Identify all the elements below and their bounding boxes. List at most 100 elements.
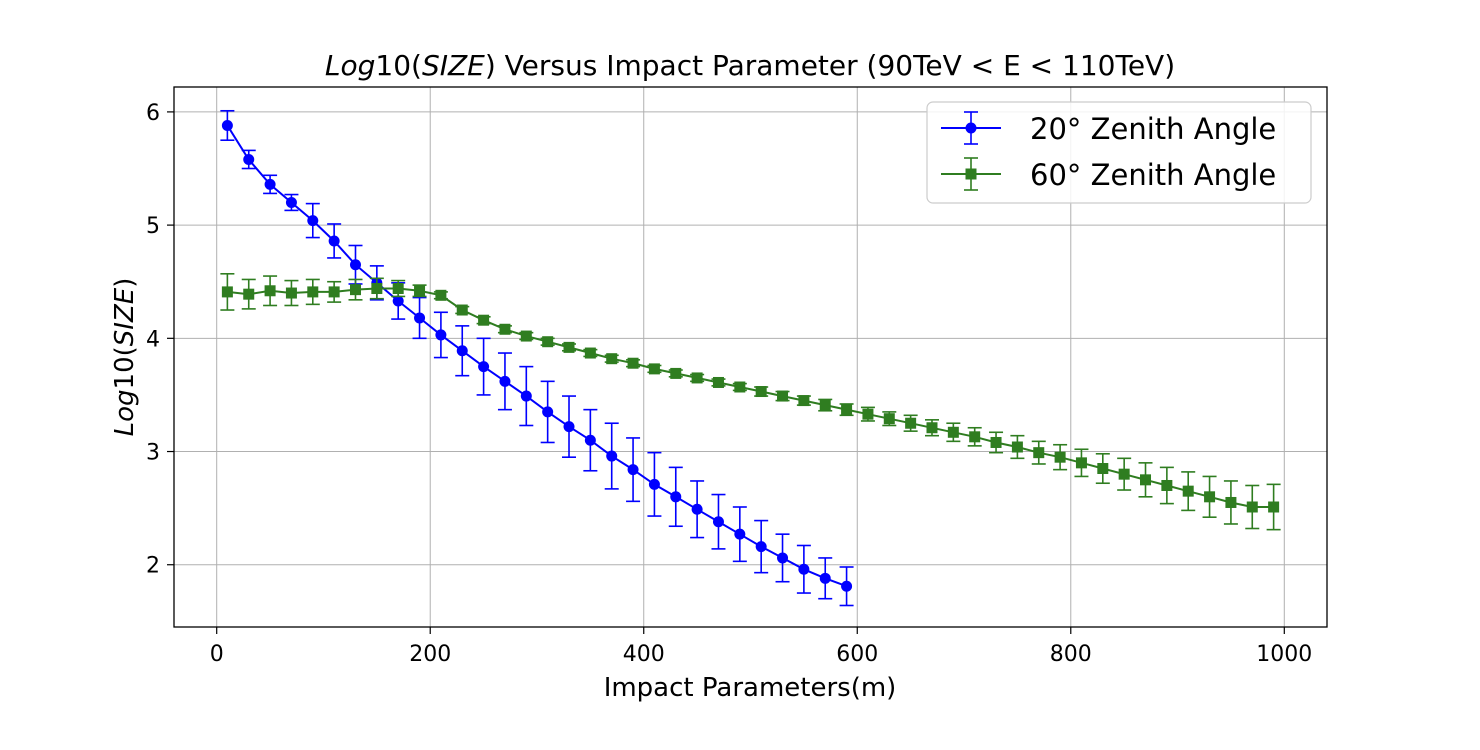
data-point [499, 323, 511, 335]
x-tick-label: 600 [836, 642, 878, 667]
data-point [883, 413, 895, 425]
data-point [435, 329, 447, 341]
data-point [1011, 441, 1023, 453]
data-point [1118, 468, 1130, 480]
y-tick-label: 2 [146, 554, 160, 579]
data-point [328, 286, 340, 298]
data-point [371, 283, 383, 295]
data-point [712, 516, 724, 528]
legend-entry-60-zenith [941, 157, 1001, 191]
data-point [264, 178, 276, 190]
legend-marker [965, 122, 977, 134]
data-point [627, 464, 639, 476]
data-point [755, 541, 767, 553]
data-point [862, 408, 874, 420]
data-point [777, 390, 789, 402]
data-point [349, 284, 361, 296]
data-point [563, 421, 575, 433]
data-point [307, 286, 319, 298]
y-tick-label: 5 [146, 214, 160, 239]
data-point [435, 289, 447, 301]
data-point [691, 503, 703, 515]
data-point [777, 552, 789, 564]
data-point [264, 285, 276, 297]
data-point [712, 376, 724, 388]
data-point [947, 426, 959, 438]
data-point [798, 563, 810, 575]
plot-area-frame [173, 86, 1328, 628]
data-point [1054, 451, 1066, 463]
x-tick-label: 0 [210, 642, 224, 667]
data-point [520, 390, 532, 402]
data-point [670, 491, 682, 503]
data-point [221, 286, 233, 298]
data-point [307, 215, 319, 227]
data-point [734, 528, 746, 540]
legend: 20° Zenith Angle 60° Zenith Angle [926, 101, 1312, 204]
data-point [1140, 474, 1152, 486]
series-line [226, 124, 847, 588]
x-tick-label: 200 [409, 642, 451, 667]
y-axis-label: Log10(SIZE) [110, 278, 140, 437]
data-point [1097, 463, 1109, 475]
data-point [349, 259, 361, 271]
data-point [285, 196, 297, 208]
legend-marker [965, 168, 977, 180]
data-point [648, 363, 660, 375]
y-tick-label: 4 [146, 327, 160, 352]
data-point [969, 431, 981, 443]
data-point [670, 367, 682, 379]
data-point [819, 399, 831, 411]
data-point [648, 478, 660, 490]
y-tick-label: 6 [146, 101, 160, 126]
data-point [456, 304, 468, 316]
plot-series [220, 109, 1281, 607]
data-point [478, 361, 490, 373]
series-20-zenith [220, 109, 854, 607]
data-point [1033, 447, 1045, 459]
data-point [478, 314, 490, 326]
data-point [734, 381, 746, 393]
data-point [990, 436, 1002, 448]
data-point [1268, 501, 1280, 513]
data-point [456, 345, 468, 357]
data-point [1161, 479, 1173, 491]
data-point [414, 312, 426, 324]
data-point [926, 422, 938, 434]
x-tick-label: 1000 [1256, 642, 1312, 667]
data-point [520, 330, 532, 342]
legend-box [926, 101, 1312, 204]
data-point [1225, 496, 1237, 508]
legend-label-20-zenith: 20° Zenith Angle [1030, 112, 1276, 146]
legend-entry-20-zenith [941, 111, 1001, 145]
axis-ticks: 0 200 400 600 800 1000 2 3 4 5 6 [146, 101, 1312, 667]
series-line [227, 287, 1274, 508]
chart-title: Log10(SIZE) Versus Impact Parameter (90T… [325, 49, 1175, 82]
data-point [328, 235, 340, 247]
data-point [243, 153, 255, 165]
data-point [606, 353, 618, 365]
data-point [627, 357, 639, 369]
data-point [243, 288, 255, 300]
data-point [414, 285, 426, 297]
data-point [841, 580, 853, 592]
data-point [1182, 485, 1194, 497]
data-point [1075, 457, 1087, 469]
data-point [584, 347, 596, 359]
data-point [819, 572, 831, 584]
series-60-zenith [220, 272, 1281, 531]
data-point [755, 386, 767, 398]
data-point [584, 434, 596, 446]
data-point [392, 283, 404, 295]
x-tick-label: 800 [1050, 642, 1092, 667]
data-point [392, 295, 404, 307]
data-point [1204, 491, 1216, 503]
y-tick-label: 3 [146, 441, 160, 466]
data-point [798, 395, 810, 407]
x-axis-label: Impact Parameters(m) [604, 673, 897, 703]
data-point [563, 341, 575, 353]
data-point [606, 450, 618, 462]
data-point [542, 336, 554, 348]
data-point [285, 287, 297, 299]
